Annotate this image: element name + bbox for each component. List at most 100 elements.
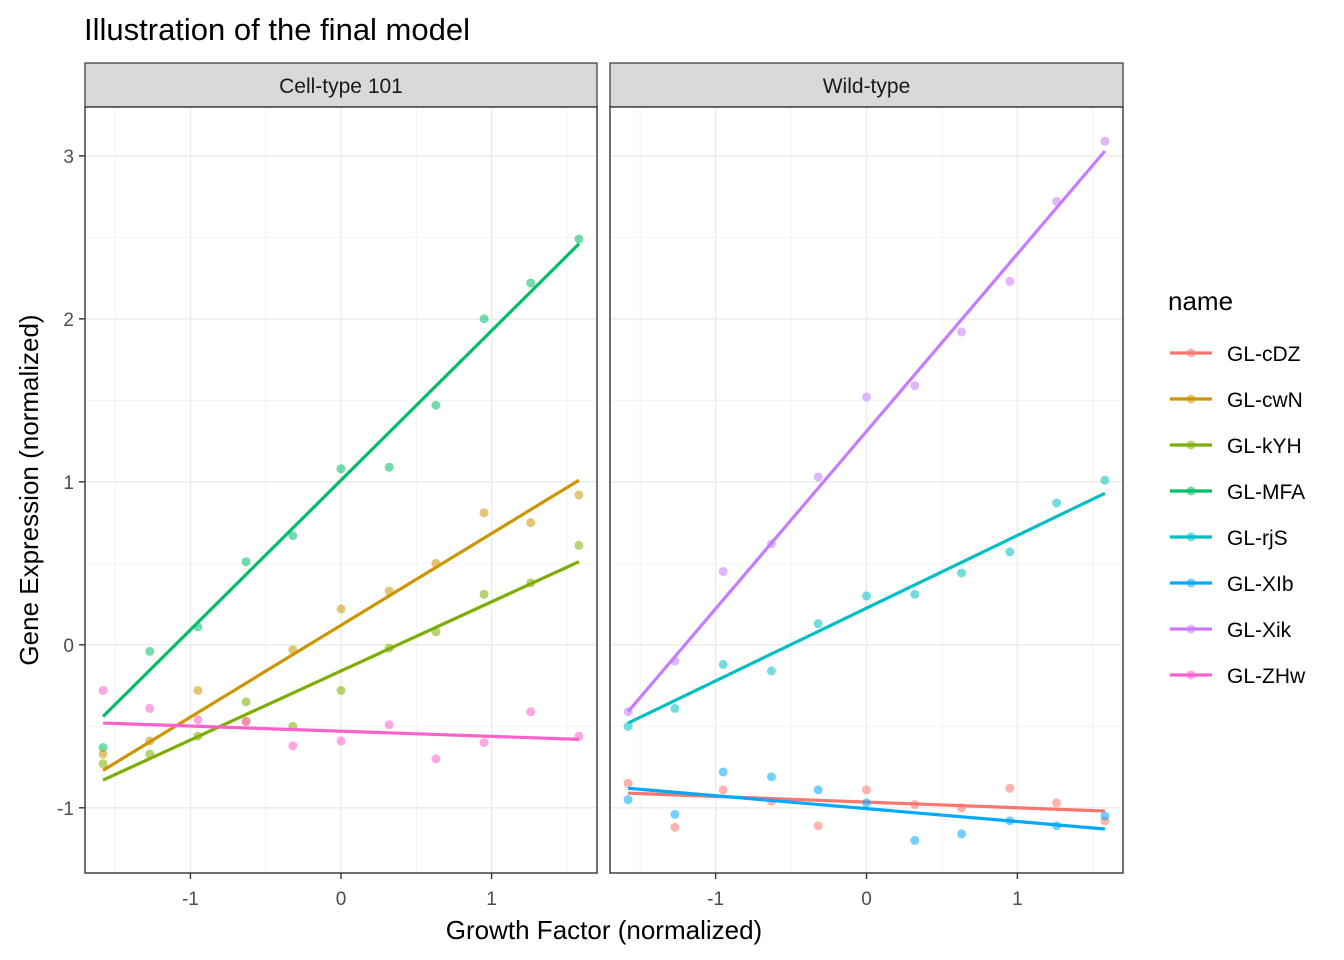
legend-item-gl-cwn: GL-cwN xyxy=(1170,389,1303,412)
data-point xyxy=(193,685,203,695)
data-point xyxy=(813,785,823,795)
legend-label: GL-kYH xyxy=(1227,435,1302,458)
legend-key-point xyxy=(1186,486,1196,496)
data-point xyxy=(288,531,298,541)
legend-label: GL-Xik xyxy=(1227,619,1292,642)
fit-line xyxy=(102,478,580,772)
data-point xyxy=(623,778,633,788)
legend-item-gl-kyh: GL-kYH xyxy=(1170,435,1302,458)
data-point xyxy=(1100,136,1110,146)
legend-item-gl-cdz: GL-cDZ xyxy=(1170,343,1301,366)
legend-item-gl-xib: GL-XIb xyxy=(1170,573,1294,596)
data-point xyxy=(862,798,871,808)
fit-line xyxy=(627,786,1106,831)
data-point xyxy=(670,703,680,713)
data-point xyxy=(813,472,823,482)
data-point xyxy=(862,591,871,601)
data-point xyxy=(957,829,967,839)
data-point xyxy=(1005,547,1015,557)
data-point xyxy=(479,314,489,324)
data-point xyxy=(98,749,108,759)
data-point xyxy=(1100,811,1110,821)
legend-title: name xyxy=(1168,286,1233,316)
data-point xyxy=(813,821,823,831)
data-point xyxy=(862,392,871,402)
data-point xyxy=(574,234,584,244)
legend-label: GL-rjS xyxy=(1227,527,1288,550)
x-tick-label: 1 xyxy=(486,889,497,910)
data-point xyxy=(98,743,108,753)
data-point xyxy=(384,462,394,472)
legend: name GL-cDZ GL-cwN GL-kYH GL-MFA GL-rjS GL-XI… xyxy=(1168,286,1306,688)
data-point xyxy=(623,795,633,805)
data-point xyxy=(241,557,251,567)
x-tick-label: -1 xyxy=(182,889,199,910)
series-gl-zhw xyxy=(98,685,584,764)
legend-item-gl-mfa: GL-MFA xyxy=(1170,481,1305,504)
legend-key-point xyxy=(1186,348,1196,358)
data-point xyxy=(145,703,155,713)
data-point xyxy=(1005,783,1015,793)
data-point xyxy=(813,619,823,629)
legend-key-point xyxy=(1186,578,1196,588)
facet-panels: Cell-type 101 -1 0 1 -1 0 1 2 3 Wild-type -1 0 1 xyxy=(57,62,1124,910)
data-point xyxy=(1052,498,1062,508)
x-tick-label: 0 xyxy=(336,889,347,910)
series-gl-mfa xyxy=(98,234,584,753)
data-point xyxy=(479,589,489,599)
data-point xyxy=(288,741,298,751)
x-axis-label: Growth Factor (normalized) xyxy=(446,915,762,945)
legend-key-point xyxy=(1186,440,1196,450)
x-tick-label: -1 xyxy=(707,889,724,910)
data-point xyxy=(193,715,203,725)
data-point xyxy=(670,809,680,819)
data-point xyxy=(718,566,728,576)
series-gl-cwn xyxy=(98,478,584,772)
y-tick-label: -1 xyxy=(57,799,74,820)
data-point xyxy=(479,508,489,518)
legend-label: GL-cDZ xyxy=(1227,343,1301,366)
data-point xyxy=(431,400,441,410)
facet-strip-label: Cell-type 101 xyxy=(279,75,403,98)
y-tick-label: 0 xyxy=(63,636,74,657)
data-point xyxy=(1100,475,1110,485)
legend-item-gl-rjs: GL-rjS xyxy=(1170,527,1288,550)
data-point xyxy=(98,685,108,695)
facet-panel: Cell-type 101 -1 0 1 -1 0 1 2 3 xyxy=(57,62,598,910)
series-gl-xik xyxy=(623,136,1110,717)
series-gl-rjs xyxy=(623,475,1110,731)
data-point xyxy=(431,754,441,764)
data-point xyxy=(526,518,536,528)
fit-line xyxy=(101,242,581,718)
data-point xyxy=(336,736,346,746)
legend-label: GL-ZHw xyxy=(1227,665,1306,688)
data-point xyxy=(145,646,155,656)
data-point xyxy=(574,490,584,500)
fit-line xyxy=(102,560,580,782)
legend-key-point xyxy=(1186,532,1196,542)
y-tick-label: 3 xyxy=(63,147,74,168)
legend-item-gl-xik: GL-Xik xyxy=(1170,619,1292,642)
legend-item-gl-zhw: GL-ZHw xyxy=(1170,665,1306,688)
y-axis-label: Gene Expression (normalized) xyxy=(14,314,44,665)
data-point xyxy=(479,738,489,748)
data-point xyxy=(766,666,776,676)
data-point xyxy=(1052,798,1062,808)
chart-title: Illustration of the final model xyxy=(84,12,470,47)
data-point xyxy=(910,589,920,599)
data-point xyxy=(336,685,346,695)
data-point xyxy=(241,716,251,726)
legend-key-point xyxy=(1186,624,1196,634)
data-point xyxy=(526,278,536,288)
data-point xyxy=(957,568,967,578)
data-point xyxy=(623,721,633,731)
data-point xyxy=(526,707,536,717)
data-point xyxy=(718,785,728,795)
facet-strip xyxy=(609,62,1124,108)
data-point xyxy=(718,767,728,777)
data-point xyxy=(910,835,920,845)
facet-panel: Wild-type -1 0 1 xyxy=(609,62,1124,910)
data-point xyxy=(336,604,346,614)
x-tick-label: 1 xyxy=(1012,889,1023,910)
